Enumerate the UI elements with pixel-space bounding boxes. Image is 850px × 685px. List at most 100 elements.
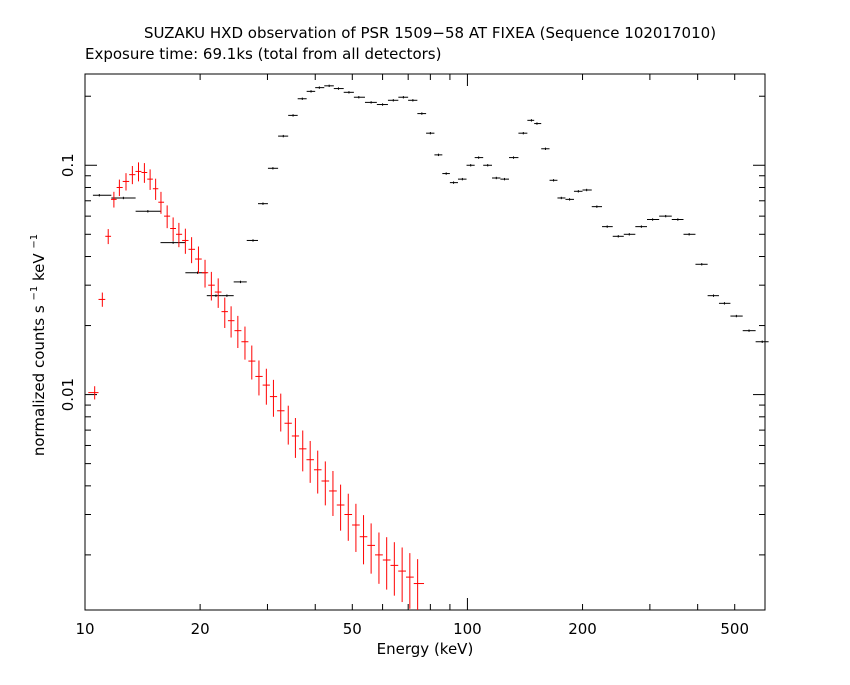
data-point <box>306 440 314 483</box>
data-point <box>278 134 289 138</box>
data-point <box>398 96 409 99</box>
data-point <box>659 214 672 218</box>
data-point <box>170 217 177 241</box>
svg-text:normalized counts s −1: normalized counts s −1 keV −1 <box>23 234 48 456</box>
data-point <box>492 176 501 180</box>
data-point <box>671 218 684 221</box>
y-axis-label-unit: keV <box>30 253 48 281</box>
data-point <box>413 559 425 610</box>
data-point <box>257 202 268 205</box>
data-point <box>324 84 334 88</box>
data-point <box>518 131 528 135</box>
data-point <box>262 368 270 405</box>
y-axis-label: normalized counts s −1 keV −1 <box>23 234 48 456</box>
data-point <box>565 198 574 201</box>
data-point <box>246 239 258 242</box>
data-point <box>408 99 418 102</box>
data-point <box>277 393 285 432</box>
data-point <box>344 493 353 541</box>
data-point <box>483 164 493 167</box>
x-tick-label: 500 <box>720 620 749 638</box>
data-point <box>321 461 330 506</box>
data-point <box>201 259 209 288</box>
data-point <box>353 96 365 99</box>
plot-frame <box>84 73 766 611</box>
data-point <box>291 418 300 458</box>
data-point <box>141 163 148 183</box>
data-point <box>375 532 383 584</box>
data-point <box>269 379 278 417</box>
data-point <box>534 122 542 125</box>
data-point <box>457 177 467 181</box>
data-point <box>376 103 388 106</box>
data-point <box>582 188 592 192</box>
data-point <box>92 194 112 197</box>
data-point <box>158 191 165 214</box>
data-point <box>135 210 161 213</box>
data-point <box>442 172 450 175</box>
data-point <box>297 97 307 100</box>
data-point <box>417 112 427 115</box>
data-point <box>612 235 624 238</box>
data-point <box>367 523 376 574</box>
data-point <box>284 405 292 445</box>
data-point <box>152 178 159 200</box>
series-red <box>88 162 425 610</box>
data-point <box>382 537 391 590</box>
data-point <box>111 196 136 200</box>
data-point <box>315 86 325 89</box>
y-axis-label-exp1: −1 <box>29 286 40 301</box>
x-tick-label: 100 <box>453 620 482 638</box>
chart-subtitle: Exposure time: 69.1ks (total from all de… <box>85 45 441 63</box>
data-point <box>255 360 263 396</box>
data-point <box>306 90 316 93</box>
data-point <box>267 167 279 170</box>
data-point <box>233 280 247 284</box>
data-point <box>98 292 106 307</box>
data-point <box>160 241 186 244</box>
data-point <box>343 91 354 94</box>
data-point <box>573 190 583 193</box>
data-point <box>742 329 756 332</box>
x-axis-label: Energy (keV) <box>377 640 474 658</box>
data-point <box>352 503 360 552</box>
x-tick-label: 10 <box>75 620 94 638</box>
data-point <box>646 218 660 221</box>
data-point <box>541 147 550 150</box>
data-point <box>288 114 298 117</box>
data-point <box>718 302 731 305</box>
data-point <box>329 470 337 516</box>
data-point <box>129 165 136 185</box>
y-axis-label-main: normalized counts s <box>30 305 48 456</box>
data-point <box>241 326 249 360</box>
data-point <box>527 119 535 122</box>
data-point <box>313 450 322 494</box>
data-point <box>466 164 475 167</box>
data-point <box>135 162 142 182</box>
data-point <box>509 156 519 159</box>
data-point <box>695 263 708 266</box>
data-point <box>182 228 189 254</box>
x-tick-label: 20 <box>191 620 210 638</box>
x-tick-label: 200 <box>568 620 597 638</box>
data-point <box>248 345 256 380</box>
data-point <box>635 225 647 228</box>
data-point <box>426 131 435 135</box>
y-tick-label: 0.1 <box>59 153 77 177</box>
data-point <box>164 205 171 229</box>
data-point <box>549 179 558 182</box>
data-point <box>359 515 368 565</box>
data-point <box>474 156 484 159</box>
data-point <box>500 177 510 181</box>
data-point <box>623 233 636 236</box>
data-point <box>557 196 566 200</box>
y-axis-label-exp2: −1 <box>29 234 40 249</box>
data-point <box>683 233 696 236</box>
data-point <box>755 340 769 343</box>
data-point <box>234 315 242 349</box>
axis-tick-labels: 10 20 50 100 200 500 0.1 0.01 <box>59 153 749 638</box>
data-point <box>434 153 443 157</box>
data-point <box>214 278 222 308</box>
data-point <box>208 271 215 301</box>
